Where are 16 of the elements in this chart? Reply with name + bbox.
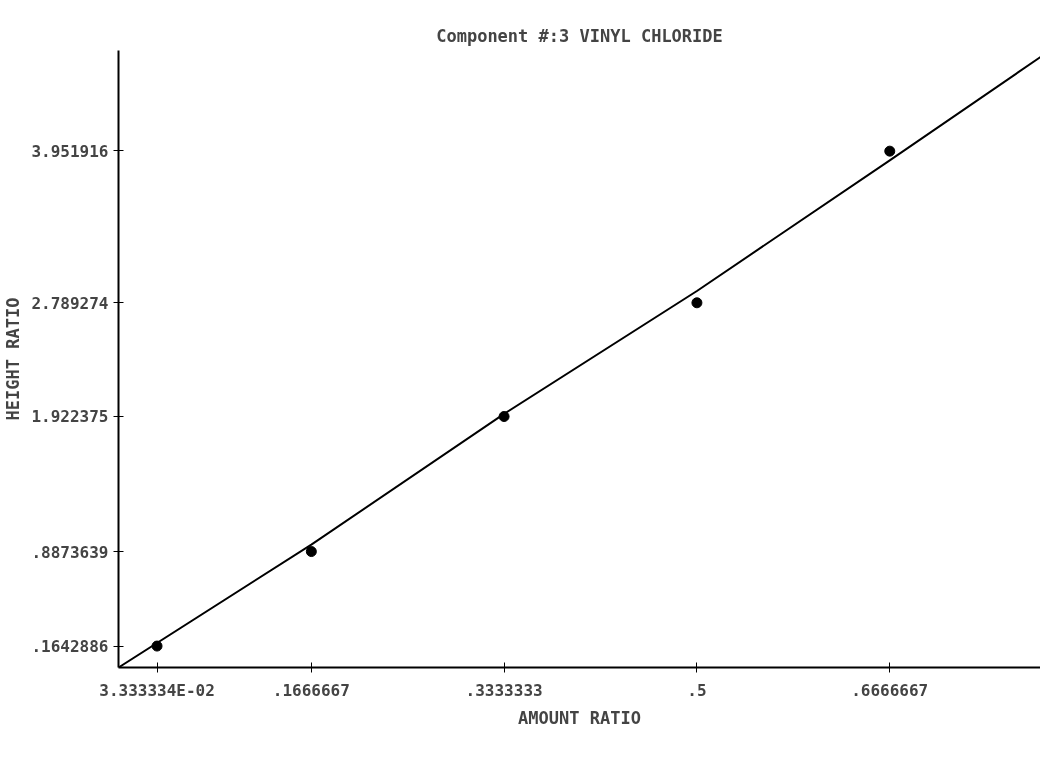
x-tick-label: .6666667 [851, 680, 929, 700]
x-tick-label: .5 [687, 680, 707, 700]
y-axis-title: HEIGHT RATIO [3, 297, 24, 421]
x-tick-label: 3.333334E-02 [99, 680, 215, 700]
x-tick-label: .1666667 [272, 680, 350, 700]
y-tick-label: 2.789274 [31, 293, 109, 313]
x-axis-title: AMOUNT RATIO [518, 707, 641, 728]
point [691, 297, 703, 309]
chart-title: Component #:3 VINYL CHLORIDE [436, 25, 723, 46]
y-tick-label: 1.922375 [31, 407, 109, 427]
y-tick-label: 3.951916 [31, 141, 109, 161]
y-tick-label: .8873639 [31, 542, 109, 562]
point [884, 145, 896, 157]
x-tick-label: .3333333 [465, 680, 543, 700]
y-tick-label: .1642886 [31, 637, 109, 657]
point [305, 546, 317, 558]
